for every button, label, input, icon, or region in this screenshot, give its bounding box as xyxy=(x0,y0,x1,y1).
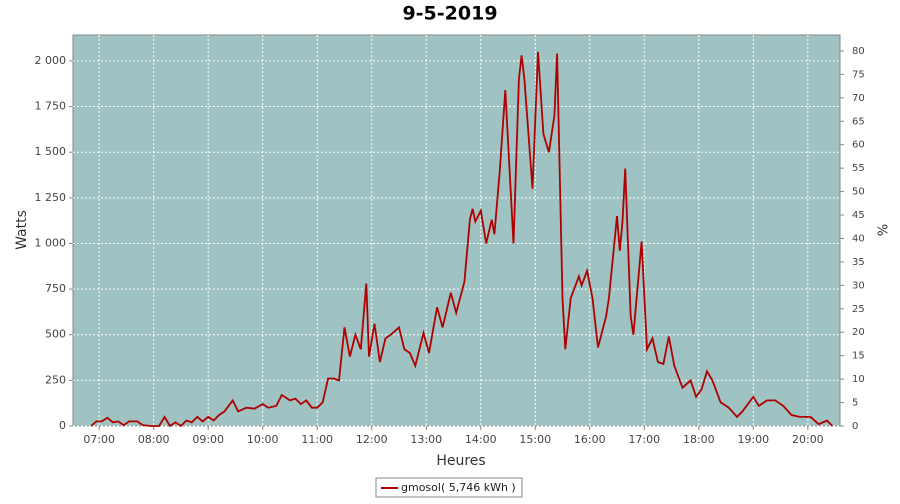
y-axis-label: Watts xyxy=(14,210,30,250)
data-line xyxy=(90,51,834,428)
x-tick-label: 15:00 xyxy=(519,433,551,446)
y2-tick-label: 5 xyxy=(852,398,858,409)
y-tick-label: 1 250 xyxy=(35,191,67,204)
y2-tick-label: 65 xyxy=(852,116,865,127)
y2-tick-label: 60 xyxy=(852,140,865,151)
y2-axis-label: % xyxy=(874,224,889,236)
y2-tick-label: 45 xyxy=(852,210,865,221)
x-tick-label: 11:00 xyxy=(301,433,333,446)
legend-box xyxy=(375,477,523,498)
y2-tick-label: 35 xyxy=(852,257,865,268)
y2-tick-label: 0 xyxy=(852,421,858,432)
y2-tick-label: 10 xyxy=(852,374,865,385)
y2-tick-label: 80 xyxy=(852,46,865,57)
y-tick-label: 1 000 xyxy=(35,236,67,249)
y-tick-label: 2 000 xyxy=(35,54,67,67)
y2-tick-label: 30 xyxy=(852,280,865,291)
x-tick-label: 14:00 xyxy=(465,433,497,446)
x-tick-label: 13:00 xyxy=(410,433,442,446)
x-tick-label: 18:00 xyxy=(683,433,715,446)
y-tick-label: 500 xyxy=(45,328,66,341)
y2-tick-label: 55 xyxy=(852,163,865,174)
y-tick-label: 750 xyxy=(45,282,66,295)
y2-tick-label: 75 xyxy=(852,69,865,80)
x-tick-label: 09:00 xyxy=(192,433,224,446)
y2-tick-label: 40 xyxy=(852,233,865,244)
legend-label: gmosol( 5,746 kWh ) xyxy=(401,481,516,494)
y-tick-label: 0 xyxy=(59,419,66,432)
y2-tick-label: 25 xyxy=(852,304,865,315)
x-tick-label: 07:00 xyxy=(83,433,115,446)
y2-tick-label: 50 xyxy=(852,187,865,198)
y2-tick-label: 20 xyxy=(852,327,865,338)
y2-tick-label: 15 xyxy=(852,351,865,362)
x-tick-label: 16:00 xyxy=(574,433,606,446)
x-tick-label: 17:00 xyxy=(628,433,660,446)
x-tick-label: 12:00 xyxy=(356,433,388,446)
y-tick-label: 1 750 xyxy=(35,100,67,113)
x-tick-label: 20:00 xyxy=(792,433,824,446)
plot-area xyxy=(72,34,841,427)
x-axis-label: Heures xyxy=(436,453,485,469)
x-tick-label: 08:00 xyxy=(138,433,170,446)
y2-tick-label: 70 xyxy=(852,93,865,104)
y-tick-label: 250 xyxy=(45,373,66,386)
x-tick-label: 10:00 xyxy=(247,433,279,446)
y-tick-label: 1 500 xyxy=(35,145,67,158)
x-tick-label: 19:00 xyxy=(737,433,769,446)
chart-title: 9-5-2019 xyxy=(402,3,497,25)
